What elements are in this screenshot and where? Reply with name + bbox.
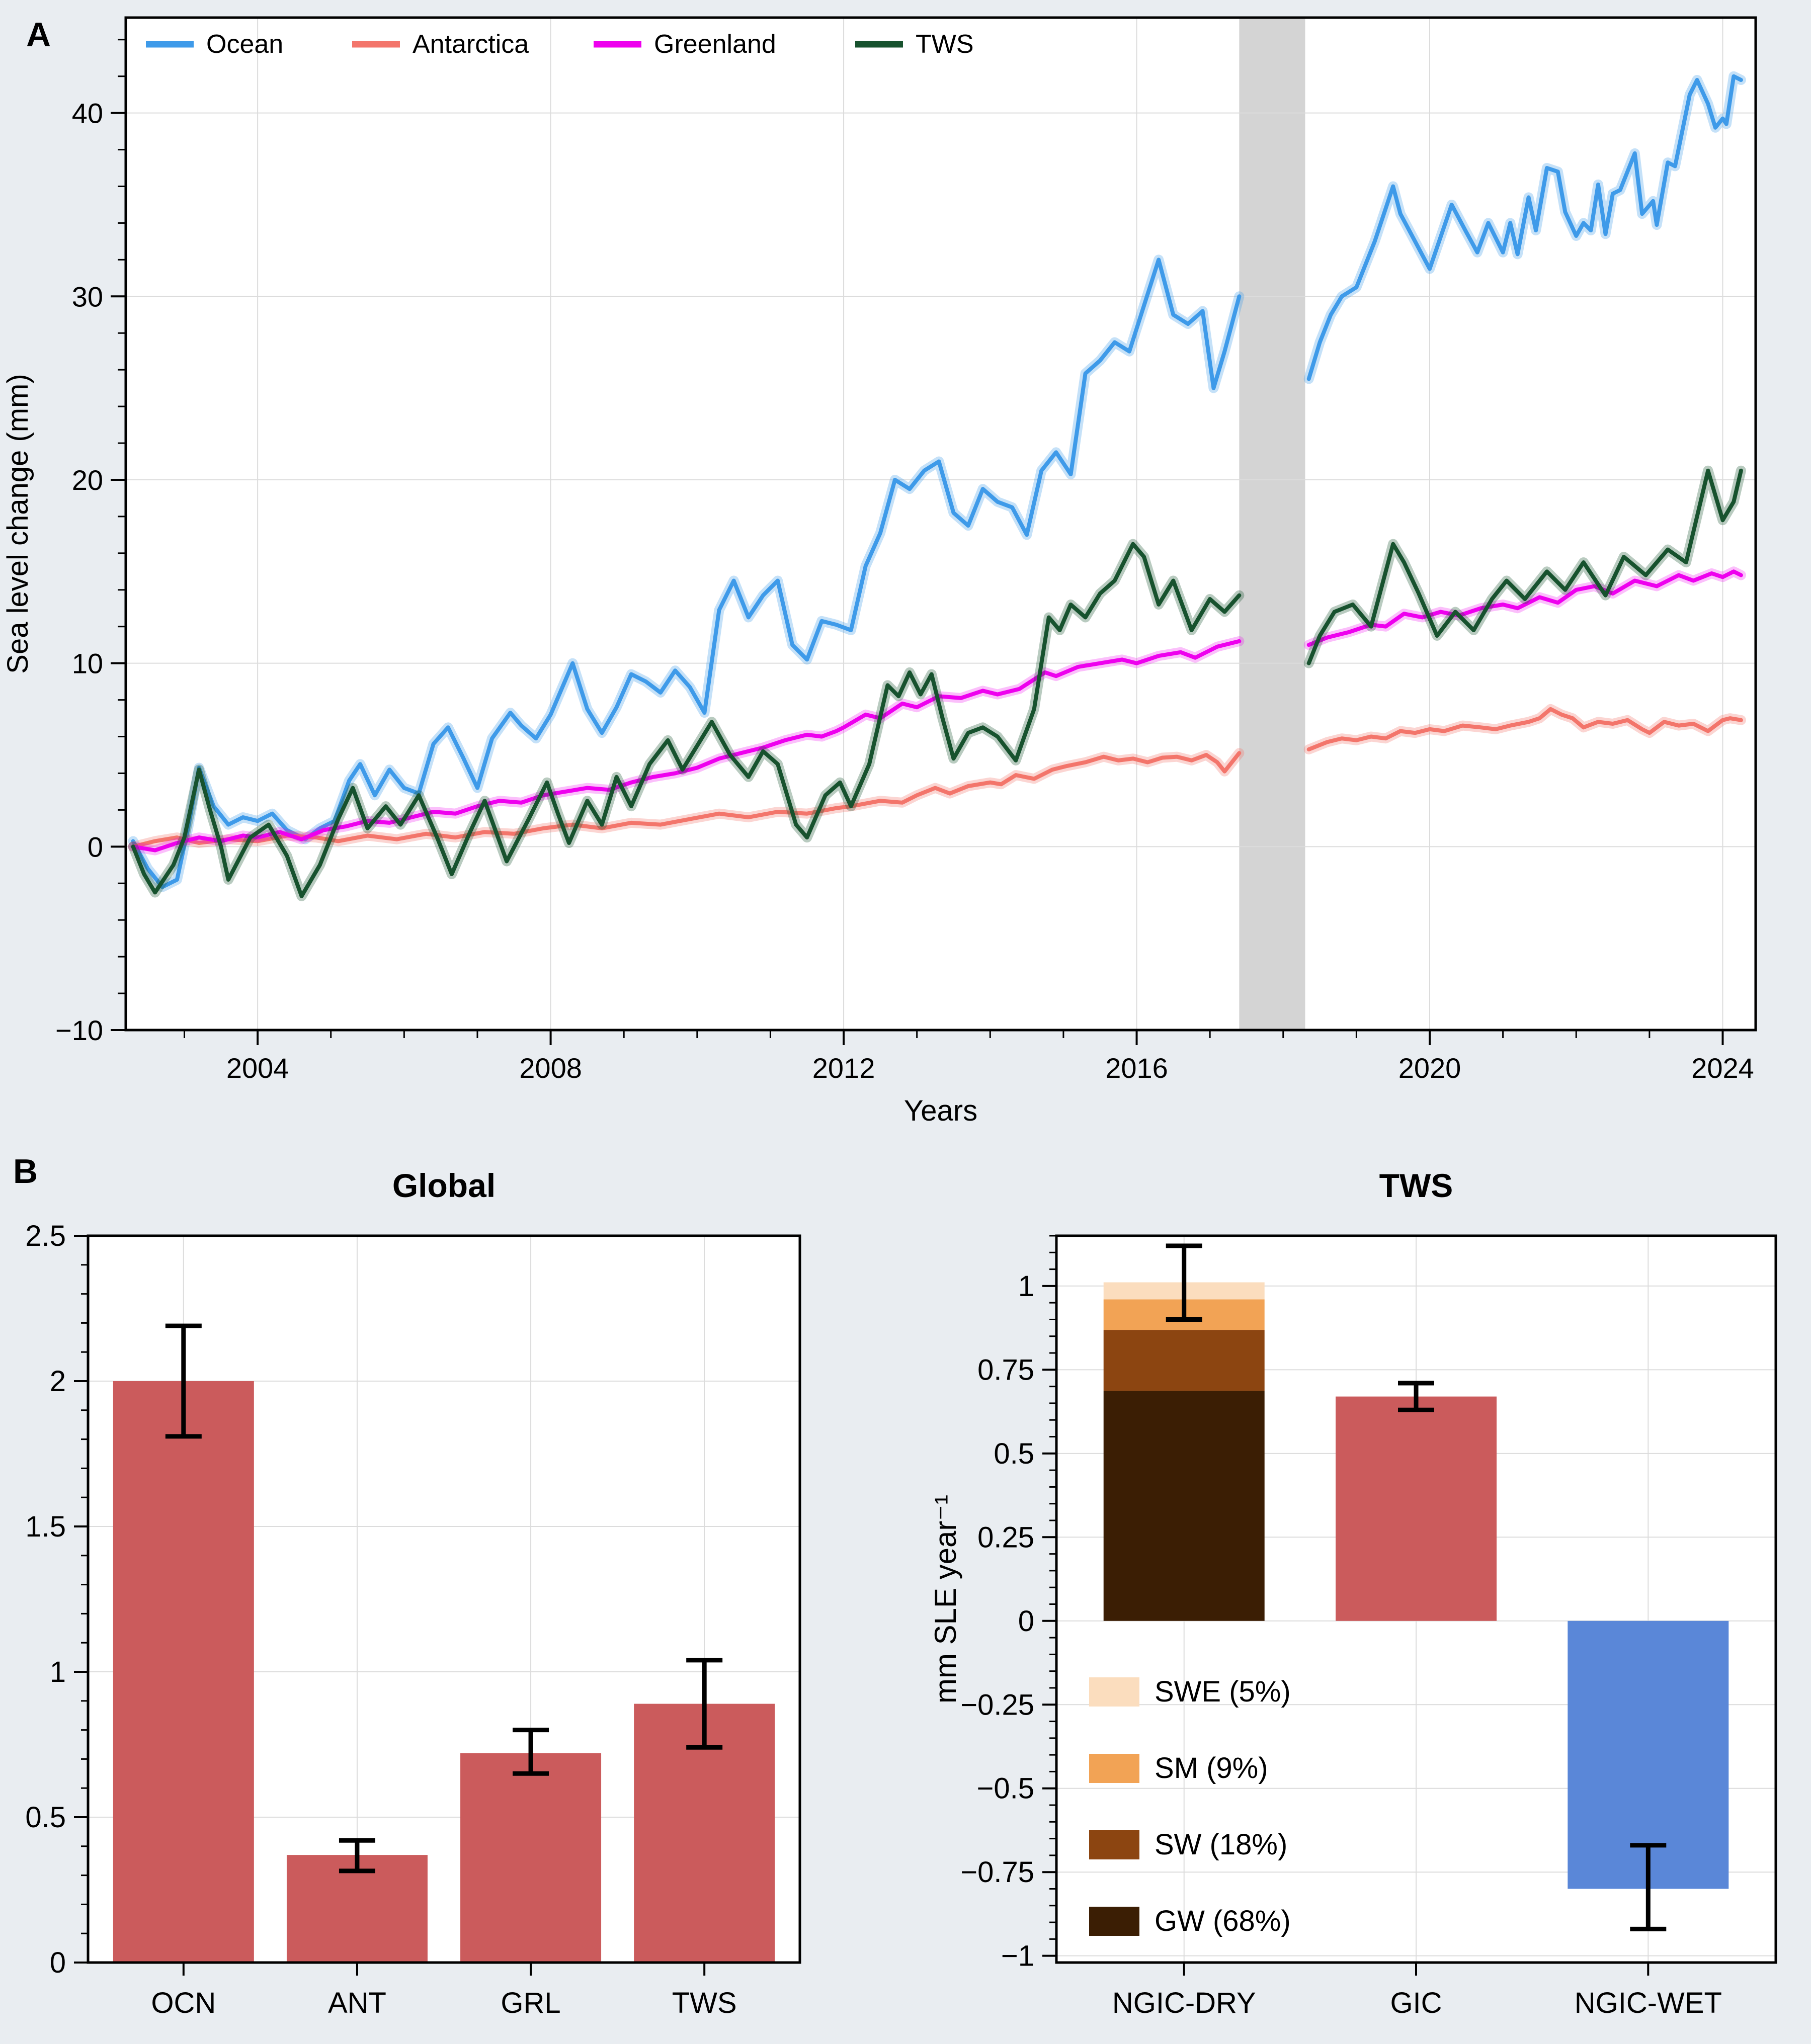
sm-legend-swatch: [1089, 1754, 1139, 1783]
y-tick-label: 20: [72, 464, 103, 496]
bar-ocn: [113, 1381, 254, 1963]
ocean-line: [1306, 74, 1743, 381]
panel-a-label: A: [26, 16, 51, 54]
y-tick-label: 0.75: [977, 1353, 1034, 1386]
segment-gic: [1336, 1396, 1497, 1621]
y-tick-label: 1: [1018, 1270, 1034, 1303]
x-category-label: OCN: [151, 1987, 216, 2019]
chart-title: TWS: [1379, 1167, 1453, 1204]
tws-line: [1306, 468, 1743, 665]
plot-frame: [124, 16, 1757, 1032]
swe-legend-swatch: [1089, 1677, 1139, 1707]
legend-item-sm: SM (9%): [1089, 1752, 1268, 1784]
x-category-label: NGIC-WET: [1575, 1987, 1722, 2019]
y-axis-label: Sea level change (mm): [2, 374, 34, 673]
legend-label-ocean: Ocean: [206, 30, 283, 59]
y-tick-label: −0.75: [960, 1856, 1034, 1889]
y-tick-label: −10: [55, 1014, 103, 1046]
x-tick-label: 2016: [1105, 1052, 1168, 1084]
legend-label-sm: SM (9%): [1155, 1752, 1268, 1784]
y-tick-label: 30: [72, 281, 103, 312]
data-gap-band: [1239, 18, 1305, 1030]
panel-b-tws-bar-chart: 1 0.75 0.5 0.25 0 −0.25 −0.5 −0.75 −1 NGIC-DRY GIC…: [929, 1167, 1777, 2019]
y-tick-label: 0.5: [994, 1437, 1034, 1470]
x-category-label: TWS: [672, 1987, 737, 2019]
panel-b-global-bar-chart: 0 0.5 1 1.5 2 2.5 OCN ANT GRL TWS Global: [25, 1167, 801, 2019]
antarctica-line: [1306, 707, 1743, 751]
legend-label-swe: SWE (5%): [1155, 1675, 1291, 1708]
y-tick-label: −0.25: [960, 1688, 1034, 1721]
gw-legend-swatch: [1089, 1907, 1139, 1936]
x-category-label: GIC: [1390, 1987, 1442, 2019]
legend-item-antarctica: Antarctica: [352, 30, 529, 59]
bar-grl: [460, 1753, 602, 1963]
y-tick-label: 0.5: [25, 1801, 66, 1834]
chart-title: Global: [392, 1167, 496, 1204]
y-tick-label: 2: [50, 1365, 66, 1398]
y-tick-label: −0.5: [977, 1772, 1035, 1805]
legend-label-sw: SW (18%): [1155, 1828, 1287, 1861]
y-tick-label: 1: [50, 1656, 66, 1688]
x-tick-label: 2024: [1691, 1052, 1754, 1084]
tws-line: [131, 542, 1242, 898]
antarctica-line: [131, 751, 1242, 849]
y-tick-label: 40: [72, 98, 103, 129]
x-tick-label: 2004: [226, 1052, 289, 1084]
plot-frame: [87, 1234, 801, 1964]
legend-item-gw: GW (68%): [1089, 1905, 1291, 1937]
y-tick-label: 1.5: [25, 1510, 66, 1543]
x-tick-label: 2008: [519, 1052, 582, 1084]
x-tick-label: 2020: [1398, 1052, 1461, 1084]
legend-label-tws: TWS: [916, 30, 974, 59]
y-tick-label: 0.25: [977, 1521, 1034, 1554]
legend-item-sw: SW (18%): [1089, 1828, 1287, 1861]
panel-b-label: B: [13, 1152, 38, 1190]
segment-gw: [1103, 1391, 1265, 1621]
legend-item-greenland: Greenland: [594, 30, 776, 59]
y-tick-label: −1: [1001, 1940, 1034, 1973]
segment-sw: [1103, 1330, 1265, 1391]
x-category-label: NGIC-DRY: [1112, 1987, 1256, 2019]
y-tick-label: 0: [1018, 1605, 1034, 1638]
legend-label-antarctica: Antarctica: [413, 30, 529, 59]
y-axis-label: mm SLE year⁻¹: [929, 1495, 962, 1704]
x-category-label: GRL: [501, 1987, 560, 2019]
panel-a-sea-level-chart: 2004 2008 2012 2016 2020 2024 −10 0 10 20 30 40 Year…: [2, 16, 1757, 1127]
x-axis-label: Years: [904, 1094, 977, 1127]
y-tick-label: 10: [72, 648, 103, 679]
sw-legend-swatch: [1089, 1830, 1139, 1859]
y-tick-label: 0: [88, 831, 103, 863]
legend-label-gw: GW (68%): [1155, 1905, 1291, 1937]
y-tick-label: 2.5: [25, 1220, 66, 1252]
x-category-label: ANT: [328, 1987, 386, 2019]
greenland-line: [1306, 569, 1743, 647]
x-tick-label: 2012: [812, 1052, 875, 1084]
y-tick-label: 0: [50, 1946, 66, 1979]
legend-item-tws: TWS: [855, 30, 974, 59]
plot-background: [126, 18, 1756, 1030]
greenland-line: [131, 639, 1242, 853]
legend-label-greenland: Greenland: [654, 30, 776, 59]
legend-item-ocean: Ocean: [146, 30, 283, 59]
legend-item-swe: SWE (5%): [1089, 1675, 1291, 1708]
